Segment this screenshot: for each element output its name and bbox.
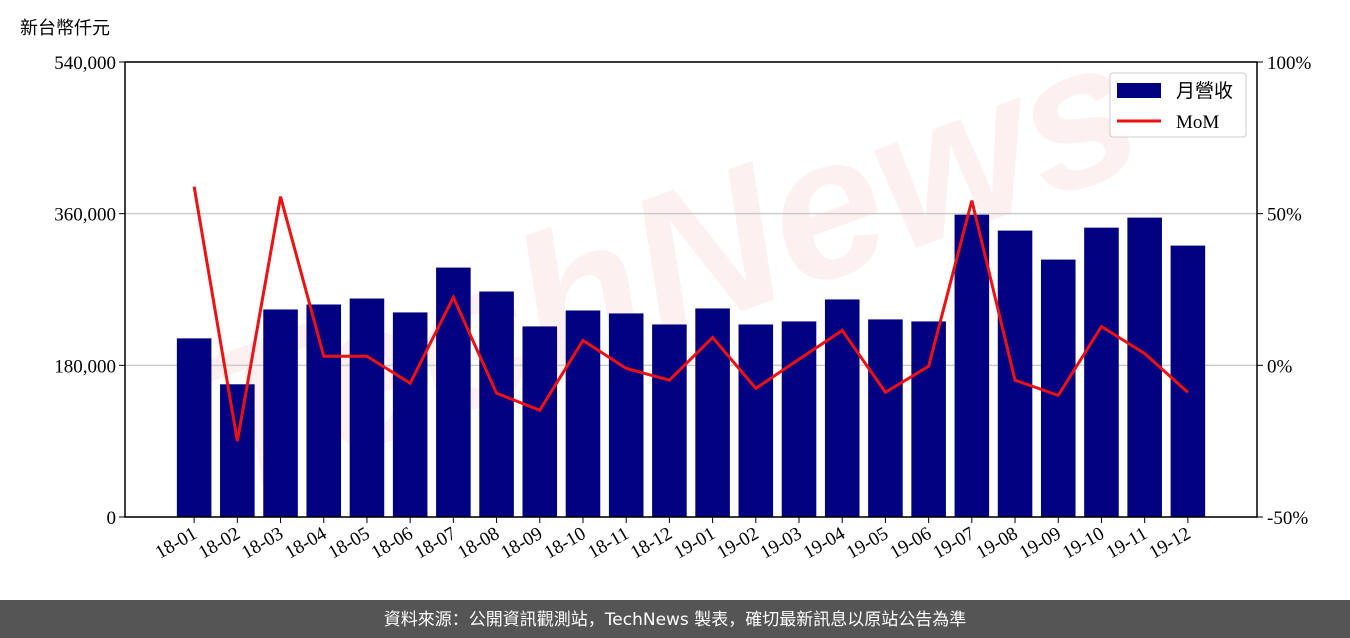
x-tick-label: 19-04 (800, 523, 849, 564)
x-tick-label: 18-01 (152, 523, 201, 563)
plot-frame (124, 61, 1258, 518)
bar (911, 321, 946, 517)
bar (565, 310, 601, 517)
x-tick-label: 18-12 (627, 523, 676, 563)
x-tick-label: 19-11 (1103, 523, 1151, 563)
bar (306, 304, 342, 517)
x-tick-label: 19-06 (886, 523, 935, 563)
x-tick-label: 18-06 (368, 523, 417, 563)
bar (824, 299, 860, 517)
x-tick-label: 18-08 (454, 523, 503, 563)
bar (392, 312, 428, 517)
y-tick-label: 360,000 (54, 205, 116, 226)
bar (176, 338, 212, 517)
bar (781, 321, 817, 517)
x-tick-label: 19-10 (1059, 523, 1108, 563)
x-tick-label: 19-09 (1016, 523, 1065, 563)
x-tick-label: 19-07 (929, 523, 978, 563)
bar (479, 291, 514, 517)
footer-bar (0, 600, 1350, 638)
y-tick-label: 0 (107, 508, 117, 529)
bar (652, 324, 687, 517)
y2-tick-label: 50% (1267, 205, 1302, 226)
x-tick-label: 19-01 (670, 523, 719, 563)
x-tick-label: 18-07 (411, 523, 460, 563)
y2-tick-label: 0% (1267, 356, 1293, 377)
bar (436, 267, 471, 517)
x-tick-label: 19-03 (757, 523, 806, 563)
y2-tick-label: -50% (1267, 508, 1308, 529)
x-tick-label: 19-05 (843, 523, 892, 563)
bar (349, 298, 385, 517)
bar (868, 319, 903, 517)
x-tick-label: 18-10 (541, 523, 590, 563)
legend-label: 月營收 (1176, 80, 1233, 102)
y-axis-label: 新台幣仟元 (20, 18, 110, 39)
bar (263, 309, 298, 517)
x-tick-label: 18-09 (497, 523, 546, 563)
bar (1084, 227, 1119, 518)
bar (1040, 259, 1076, 517)
x-tick-label: 19-12 (1145, 523, 1194, 563)
y-tick-label: 540,000 (54, 53, 116, 74)
bar (954, 214, 990, 517)
x-tick-label: 19-08 (973, 523, 1022, 563)
bar (1127, 217, 1162, 518)
x-tick-label: 19-02 (713, 523, 762, 563)
x-tick-label: 18-11 (584, 523, 632, 563)
bar (695, 308, 730, 517)
x-tick-label: 18-04 (281, 523, 330, 564)
bar (522, 326, 558, 517)
bar (220, 384, 255, 517)
y-tick-label: 180,000 (54, 356, 116, 377)
line (192, 186, 1189, 442)
legend-swatch (1117, 83, 1161, 98)
x-tick-label: 18-05 (325, 523, 374, 563)
y2-tick-label: 100% (1267, 53, 1312, 74)
legend-label: MoM (1176, 112, 1219, 133)
footer: 資料來源：公開資訊觀測站，TechNews 製表，確切最新訊息以原站公告為準 (384, 610, 966, 630)
x-tick-label: 18-02 (195, 523, 244, 563)
bar (738, 324, 774, 517)
bar (608, 313, 644, 517)
